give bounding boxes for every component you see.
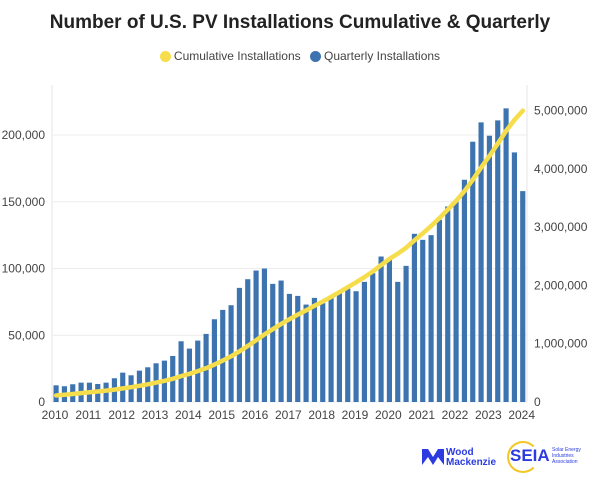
quarterly-bar xyxy=(178,341,184,402)
x-tick-label: 2022 xyxy=(442,408,469,422)
quarterly-bar xyxy=(436,219,442,402)
legend-label-quarterly: Quarterly Installations xyxy=(324,49,441,63)
quarterly-bar xyxy=(428,235,434,402)
quarterly-bar xyxy=(361,281,367,402)
x-tick-label: 2016 xyxy=(242,408,269,422)
quarterly-bar xyxy=(253,270,259,402)
x-tick-label: 2023 xyxy=(475,408,502,422)
x-tick-label: 2013 xyxy=(142,408,169,422)
quarterly-bar xyxy=(345,288,351,402)
wood-mackenzie-logo: Wood Mackenzie xyxy=(446,447,497,468)
quarterly-bar xyxy=(445,206,451,402)
quarterly-bar xyxy=(336,293,342,402)
left-tick-label: 0 xyxy=(38,395,45,409)
quarterly-bar xyxy=(478,122,484,403)
quarterly-bar xyxy=(495,120,501,402)
right-tick-label: 5,000,000 xyxy=(534,104,588,118)
x-tick-label: 2011 xyxy=(75,408,101,422)
left-tick-label: 150,000 xyxy=(2,195,46,209)
chart-title: Number of U.S. PV Installations Cumulati… xyxy=(49,12,551,33)
quarterly-bar xyxy=(411,233,417,402)
quarterly-bar xyxy=(270,283,276,402)
quarterly-bar xyxy=(295,295,301,402)
left-tick-label: 200,000 xyxy=(2,128,46,142)
x-tick-label: 2014 xyxy=(175,408,202,422)
quarterly-bar xyxy=(503,108,509,402)
quarterly-bar xyxy=(420,239,426,402)
quarterly-bar xyxy=(328,296,334,402)
legend-item-cumulative[interactable]: Cumulative Installations xyxy=(159,49,301,63)
seia-ring-icon xyxy=(507,441,539,473)
quarterly-bar xyxy=(370,273,376,402)
quarterly-bar xyxy=(486,135,492,402)
quarterly-bar xyxy=(353,291,359,402)
quarterly-bar xyxy=(236,287,242,402)
legend: Cumulative Installations Quarterly Insta… xyxy=(0,49,600,65)
quarterly-bar xyxy=(461,179,467,402)
quarterly-bar xyxy=(395,281,401,402)
logos: Wood Mackenzie SEIA Solar Energy Industri… xyxy=(420,441,590,473)
x-tick-label: 2024 xyxy=(508,408,535,422)
cumulative-line xyxy=(53,108,526,398)
right-tick-label: 2,000,000 xyxy=(534,278,588,292)
quarterly-bar xyxy=(386,259,392,402)
quarterly-bar xyxy=(470,141,476,402)
right-tick-label: 3,000,000 xyxy=(534,220,588,234)
left-tick-label: 100,000 xyxy=(2,262,46,276)
quarterly-bar xyxy=(520,191,526,402)
x-tick-label: 2017 xyxy=(275,408,302,422)
legend-swatch-quarterly xyxy=(310,50,321,62)
quarterly-bar xyxy=(511,152,517,402)
quarterly-bar xyxy=(303,304,309,402)
x-tick-label: 2010 xyxy=(42,408,69,422)
quarterly-bar xyxy=(278,280,284,402)
quarterly-bar xyxy=(228,305,234,402)
right-tick-label: 0 xyxy=(534,395,541,409)
x-tick-label: 2018 xyxy=(308,408,335,422)
quarterly-bar xyxy=(311,297,317,402)
right-tick-label: 4,000,000 xyxy=(534,162,588,176)
x-tick-label: 2020 xyxy=(375,408,402,422)
x-tick-label: 2021 xyxy=(408,408,435,422)
legend-label-cumulative: Cumulative Installations xyxy=(173,49,301,63)
quarterly-bar xyxy=(245,279,251,402)
wood-mackenzie-logo-icon xyxy=(422,449,444,465)
legend-swatch-cumulative xyxy=(159,50,171,62)
x-tick-label: 2015 xyxy=(208,408,235,422)
quarterly-bar xyxy=(403,265,409,402)
seia-subtitle: Solar Energy Industries Association xyxy=(552,447,581,465)
quarterly-bar xyxy=(211,319,217,402)
legend-item-quarterly[interactable]: Quarterly Installations xyxy=(310,49,440,63)
seia-logo: SEIA xyxy=(510,446,550,465)
x-tick-label: 2012 xyxy=(108,408,135,422)
quarterly-bar xyxy=(286,293,292,402)
left-tick-label: 50,000 xyxy=(8,328,45,342)
x-tick-label: 2019 xyxy=(342,408,369,422)
quarterly-bar xyxy=(453,201,459,402)
quarterly-bar xyxy=(220,309,226,402)
quarterly-bar xyxy=(378,256,384,402)
right-tick-label: 1,000,000 xyxy=(534,337,588,351)
quarterly-bar xyxy=(320,303,326,402)
